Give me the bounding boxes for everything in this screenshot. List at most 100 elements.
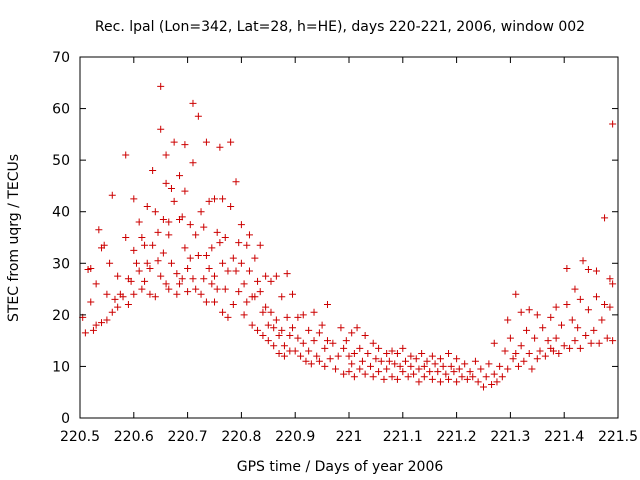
data-point — [358, 357, 366, 365]
data-point — [299, 339, 307, 347]
data-point — [488, 380, 496, 388]
data-point — [141, 277, 149, 285]
data-point — [313, 352, 321, 360]
data-point — [334, 352, 342, 360]
data-point — [367, 362, 375, 370]
data-point — [450, 368, 458, 376]
data-point — [149, 241, 157, 249]
data-point — [95, 226, 103, 234]
data-point — [595, 339, 603, 347]
data-point — [399, 344, 407, 352]
data-point — [154, 228, 162, 236]
data-point — [256, 241, 264, 249]
data-point — [122, 151, 130, 159]
data-point — [224, 267, 232, 275]
data-point — [420, 373, 428, 381]
data-point — [383, 365, 391, 373]
data-point — [326, 355, 334, 363]
data-point — [533, 311, 541, 319]
data-point — [350, 350, 358, 358]
data-point — [143, 259, 151, 267]
data-point — [350, 373, 358, 381]
data-point — [609, 120, 617, 128]
data-point — [493, 378, 501, 386]
data-point — [108, 191, 116, 199]
data-point — [375, 368, 383, 376]
data-point — [426, 368, 434, 376]
data-point — [297, 352, 305, 360]
data-point — [221, 285, 229, 293]
data-point — [240, 280, 248, 288]
data-point — [243, 241, 251, 249]
data-point — [245, 267, 253, 275]
data-point — [447, 362, 455, 370]
data-point — [108, 308, 116, 316]
data-point — [299, 311, 307, 319]
data-point — [286, 331, 294, 339]
data-point — [237, 259, 245, 267]
data-point — [122, 234, 130, 241]
data-point — [170, 197, 178, 205]
data-point — [445, 350, 453, 358]
data-point — [485, 360, 493, 368]
data-point — [496, 362, 504, 370]
data-point — [211, 195, 218, 203]
data-point — [348, 360, 356, 368]
data-point — [259, 308, 267, 316]
data-point — [200, 275, 208, 283]
x-tick-label: 221.4 — [544, 429, 584, 445]
y-tick-label: 20 — [52, 308, 70, 324]
data-point — [531, 334, 539, 342]
data-point — [420, 362, 428, 370]
data-point — [393, 350, 401, 358]
data-point — [154, 257, 162, 265]
data-point — [262, 303, 270, 311]
x-tick-label: 221.2 — [437, 429, 477, 445]
data-point — [525, 306, 533, 314]
data-point — [512, 350, 520, 358]
data-point — [157, 82, 165, 90]
data-point — [377, 357, 385, 365]
data-point — [463, 375, 471, 383]
data-point — [189, 99, 197, 107]
data-point — [157, 125, 165, 133]
x-tick-label: 220.6 — [114, 429, 154, 445]
data-point — [165, 231, 173, 239]
data-point — [219, 195, 227, 203]
data-point — [364, 350, 372, 358]
data-point — [552, 334, 560, 342]
data-point — [590, 326, 598, 334]
x-tick-label: 220.8 — [221, 429, 261, 445]
data-point — [305, 347, 313, 355]
data-point — [219, 308, 227, 316]
data-point — [130, 290, 138, 298]
data-point — [229, 254, 237, 262]
data-point — [504, 316, 512, 324]
data-point — [383, 350, 391, 358]
y-tick-label: 60 — [52, 102, 70, 118]
data-point — [601, 214, 609, 222]
data-point — [428, 375, 436, 383]
data-point — [213, 228, 221, 236]
data-point — [601, 301, 609, 309]
data-point — [539, 324, 547, 332]
y-axis-label: STEC from uqrg / TECUs — [6, 154, 22, 322]
data-point — [520, 357, 528, 365]
data-point — [533, 355, 541, 363]
data-point — [240, 311, 248, 319]
x-tick-label: 221 — [336, 429, 363, 445]
data-point — [184, 288, 192, 296]
data-point — [404, 373, 412, 381]
data-point — [181, 244, 189, 252]
data-point — [294, 313, 302, 321]
data-point — [151, 208, 159, 216]
data-point — [356, 344, 364, 352]
data-point — [517, 342, 525, 350]
data-point — [245, 231, 253, 239]
data-point — [369, 339, 377, 347]
data-point — [146, 290, 154, 298]
data-point — [571, 285, 579, 293]
data-point — [369, 373, 377, 381]
data-point — [87, 298, 95, 306]
